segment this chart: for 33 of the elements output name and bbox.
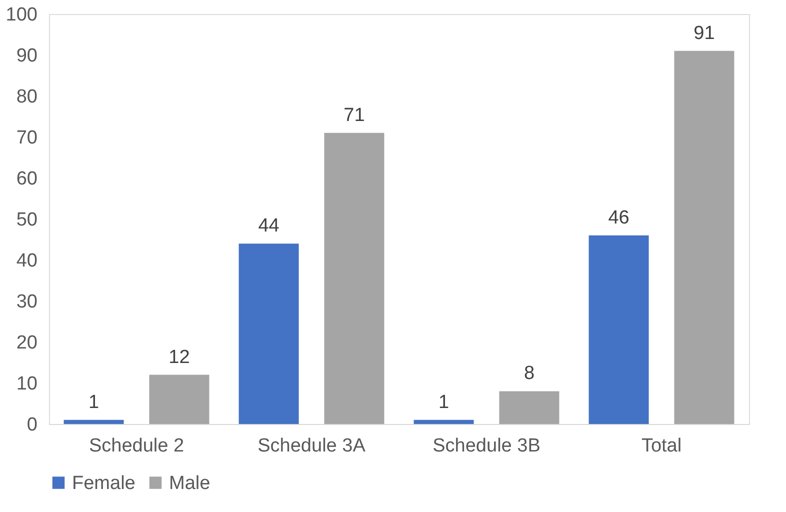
data-label: 1: [88, 392, 100, 413]
legend-label: Female: [72, 472, 136, 494]
data-label: 8: [524, 363, 535, 384]
bar: [149, 374, 210, 424]
data-label: 12: [168, 346, 190, 368]
y-tick-label: 20: [16, 332, 38, 354]
data-label: 46: [608, 207, 630, 228]
y-tick-label: 50: [16, 210, 38, 230]
data-label: 71: [344, 104, 365, 126]
x-tick-label: Schedule 3B: [432, 436, 540, 456]
bar: [64, 420, 124, 424]
y-tick-label: 100: [6, 4, 38, 26]
y-tick-label: 80: [16, 86, 38, 108]
legend-label: Male: [169, 472, 210, 494]
y-tick-label: 40: [16, 250, 38, 272]
y-tick-label: 90: [16, 46, 38, 66]
bar: [414, 420, 474, 424]
bar: [238, 244, 299, 424]
data-label: 1: [438, 392, 450, 413]
x-tick-label: Total: [641, 436, 682, 456]
y-tick-label: 70: [16, 128, 38, 148]
bar: [588, 235, 649, 424]
x-tick-label: Schedule 2: [88, 436, 184, 456]
x-tick-label: Schedule 3A: [258, 436, 366, 456]
y-tick-label: 10: [16, 374, 38, 394]
bar: [499, 391, 560, 424]
bar: [324, 132, 384, 424]
data-label: 91: [694, 22, 715, 44]
y-tick-label: 0: [26, 414, 38, 436]
y-tick-label: 30: [16, 292, 38, 312]
y-tick-label: 60: [16, 168, 38, 190]
data-label: 44: [258, 216, 280, 237]
bar: [674, 50, 734, 424]
